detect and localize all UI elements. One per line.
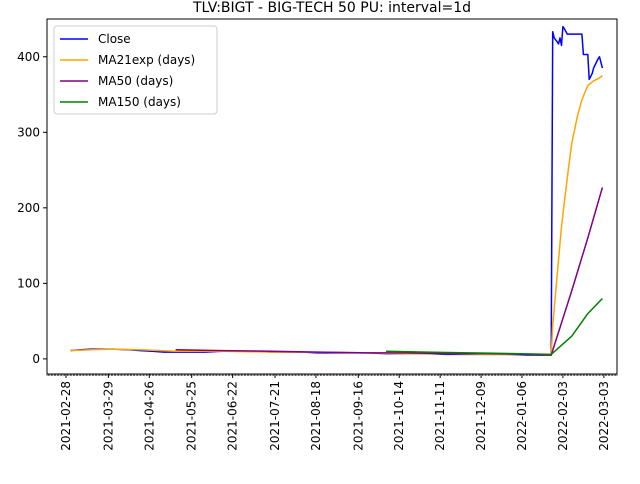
legend-box <box>53 25 218 115</box>
x-tick-label: 2021-12-09 <box>474 381 488 451</box>
series-line-3 <box>175 187 604 356</box>
series-layer <box>70 25 604 356</box>
x-tick-label: 2022-01-06 <box>515 381 529 451</box>
y-tick-label: 400 <box>17 50 40 64</box>
x-tick-label: 2021-10-14 <box>392 381 406 451</box>
x-tick-label: 2021-05-25 <box>185 381 199 451</box>
x-tick-label: 2022-02-03 <box>556 381 570 451</box>
x-tick-label: 2021-06-22 <box>226 381 240 451</box>
x-tick-label: 2022-03-03 <box>597 381 611 451</box>
x-tick-label: 2021-04-26 <box>142 381 156 451</box>
y-tick-label: 300 <box>17 125 40 139</box>
y-tick-label: 200 <box>17 201 40 215</box>
y-tick-label: 0 <box>32 352 40 366</box>
series-line-2 <box>70 75 603 356</box>
x-tick-label: 2021-09-16 <box>351 381 365 451</box>
chart-title: TLV:BIGT - BIG-TECH 50 PU: interval=1d <box>192 0 471 16</box>
legend-label: MA150 (days) <box>98 95 181 109</box>
legend-label: MA50 (days) <box>98 74 173 88</box>
x-tick-label: 2021-08-18 <box>309 381 323 451</box>
x-tick-label: 2021-03-29 <box>101 381 115 451</box>
x-tick-label: 2021-02-28 <box>59 381 73 451</box>
x-tick-label: 2021-11-11 <box>433 381 447 451</box>
y-tick-label: 100 <box>17 276 40 290</box>
legend-label: MA21exp (days) <box>98 53 195 67</box>
series-line-4 <box>386 297 603 356</box>
x-tick-label: 2021-07-21 <box>268 381 282 451</box>
axis-layer: 0 100 200 300 400 2021-02-28 2021-03-29 2021-04… <box>17 50 618 451</box>
legend: Close MA21exp (days) MA50 (days) MA150 (day… <box>53 25 218 115</box>
legend-label: Close <box>98 32 131 46</box>
